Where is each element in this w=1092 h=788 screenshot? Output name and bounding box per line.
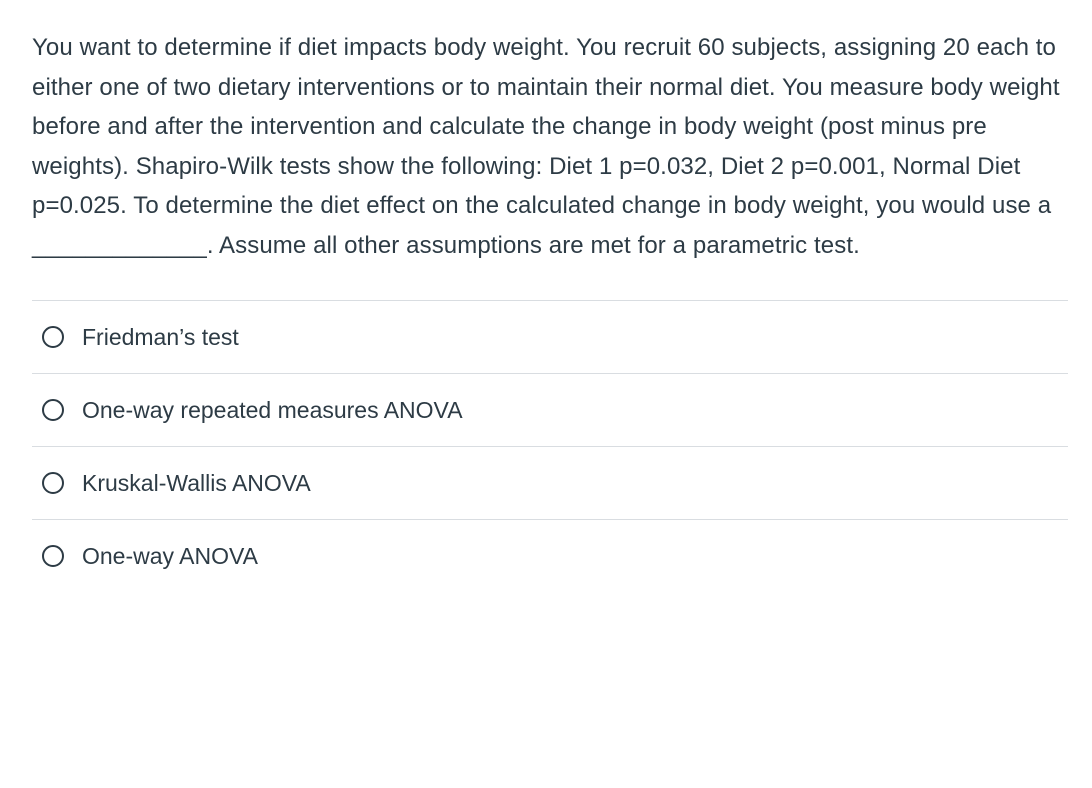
question-prompt: You want to determine if diet impacts bo… (32, 28, 1068, 266)
option-row-2[interactable]: Kruskal-Wallis ANOVA (32, 446, 1068, 519)
radio-icon[interactable] (42, 326, 64, 348)
radio-icon[interactable] (42, 545, 64, 567)
options-list: Friedman’s test One-way repeated measure… (32, 300, 1068, 593)
option-row-1[interactable]: One-way repeated measures ANOVA (32, 373, 1068, 446)
option-label: One-way repeated measures ANOVA (82, 394, 463, 426)
option-label: One-way ANOVA (82, 540, 258, 572)
radio-icon[interactable] (42, 399, 64, 421)
option-label: Kruskal-Wallis ANOVA (82, 467, 311, 499)
option-label: Friedman’s test (82, 321, 239, 353)
option-row-0[interactable]: Friedman’s test (32, 300, 1068, 373)
radio-icon[interactable] (42, 472, 64, 494)
option-row-3[interactable]: One-way ANOVA (32, 519, 1068, 592)
